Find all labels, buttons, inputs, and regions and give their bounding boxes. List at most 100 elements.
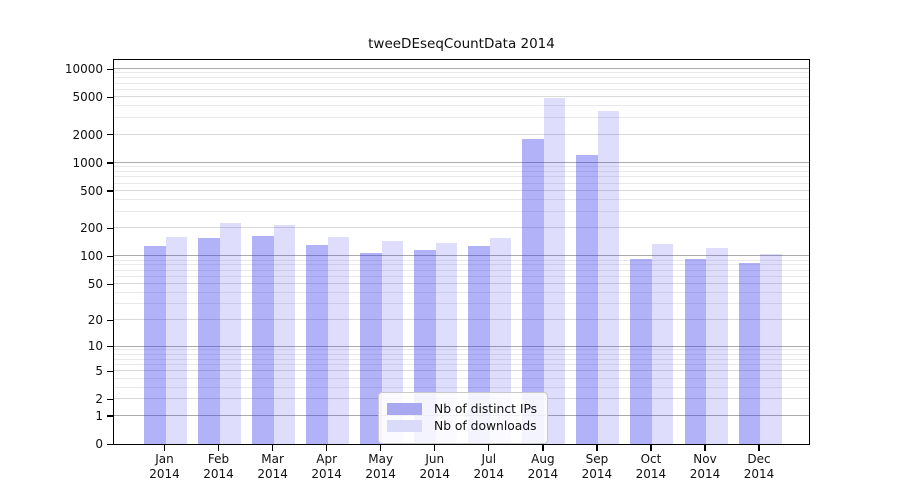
gridline-sub [114, 190, 809, 192]
legend-item-downloads: Nb of downloads [387, 419, 537, 433]
plot-area: Nb of distinct IPs Nb of downloads [113, 59, 810, 445]
gridline-sub [114, 227, 809, 229]
x-tick-year: 2014 [527, 467, 559, 481]
x-tick-year: 2014 [473, 467, 505, 481]
gridline-minor [114, 275, 809, 277]
bar-apr-s2 [327, 237, 350, 444]
y-tick-mark [107, 227, 113, 230]
x-tick-year: 2014 [149, 467, 180, 481]
x-tick-mark [217, 445, 220, 451]
x-tick-mark [325, 445, 328, 451]
x-tick-year: 2014 [419, 467, 451, 481]
legend: Nb of distinct IPs Nb of downloads [378, 392, 548, 444]
gridline-minor [114, 117, 809, 119]
gridline-minor [114, 72, 809, 74]
bar-jan-s2 [165, 237, 187, 444]
x-tick-year: 2014 [203, 467, 234, 481]
y-tick-mark [107, 370, 113, 373]
bar-dec-s2 [760, 254, 782, 444]
bar-apr-s1 [306, 244, 328, 444]
bar-nov-s1 [684, 258, 706, 444]
x-tick-year: 2014 [581, 467, 613, 481]
gridline-minor [114, 292, 809, 293]
gridline-minor [114, 303, 809, 305]
gridline-minor [114, 386, 809, 388]
x-tick-label: Jan 2014 [133, 452, 197, 482]
gridline-minor [114, 77, 809, 79]
gridline-sub [114, 319, 809, 321]
x-tick-year: 2014 [743, 467, 775, 481]
x-tick-label: Dec 2014 [727, 452, 791, 482]
legend-label-downloads: Nb of downloads [434, 419, 537, 433]
gridline-major [114, 345, 809, 347]
x-tick-mark [650, 445, 652, 451]
x-tick-year: 2014 [689, 467, 721, 481]
y-tick-mark [107, 68, 113, 70]
gridline-minor [114, 349, 809, 351]
y-tick-mark [107, 283, 113, 285]
y-tick-label: 1000 [72, 155, 103, 170]
gridline-minor [114, 166, 809, 168]
y-tick-mark [107, 255, 113, 258]
bar-oct-s1 [630, 258, 652, 444]
y-tick-label: 2 [95, 392, 103, 407]
x-tick-mark [163, 445, 166, 451]
y-tick-label: 20 [87, 313, 103, 328]
gridline-minor [114, 363, 809, 365]
x-tick-mark [704, 445, 706, 451]
bar-feb-s2 [219, 223, 242, 444]
x-tick-year: 2014 [365, 467, 396, 481]
bar-aug-s1 [522, 138, 544, 444]
x-tick-mark [596, 445, 598, 451]
x-tick-label: Oct 2014 [619, 452, 683, 482]
gridline-minor [114, 105, 809, 107]
bar-sep-s1 [576, 155, 598, 444]
y-tick-mark [107, 134, 113, 136]
y-tick-mark [107, 415, 113, 417]
gridline-minor [114, 269, 809, 271]
y-tick-label: 100 [80, 249, 103, 264]
y-tick-label: 10 [87, 339, 103, 354]
x-tick-label: Jul 2014 [457, 452, 521, 482]
gridline-minor [114, 199, 809, 201]
bar-feb-s1 [198, 238, 220, 444]
y-tick-mark [107, 319, 113, 322]
y-tick-label: 5000 [72, 90, 103, 105]
bar-jan-s1 [144, 245, 166, 444]
x-tick-label: May 2014 [349, 452, 413, 482]
gridline-sub [114, 133, 809, 135]
bar-mar-s1 [252, 235, 274, 444]
gridline-minor [114, 377, 809, 379]
bar-nov-s2 [706, 247, 728, 444]
y-tick-mark [107, 443, 113, 445]
y-tick-mark [107, 162, 113, 164]
y-tick-mark [107, 190, 113, 192]
gridline-minor [114, 82, 809, 84]
gridline-sub [114, 96, 809, 98]
y-tick-mark [107, 345, 113, 348]
gridline-sub [114, 370, 809, 372]
y-tick-label: 2000 [72, 127, 103, 142]
gridline-minor [114, 264, 809, 266]
x-tick-mark [434, 445, 436, 451]
bar-aug-s2 [543, 98, 566, 444]
x-tick-mark [380, 445, 382, 451]
x-tick-label: Jun 2014 [403, 452, 467, 482]
gridline-major [114, 68, 809, 70]
gridline-minor [114, 88, 809, 90]
x-tick-year: 2014 [257, 467, 288, 481]
gridline-minor [114, 358, 809, 360]
gridline-minor [114, 182, 809, 184]
bar-mar-s2 [273, 225, 296, 444]
y-tick-label: 5 [95, 364, 103, 379]
x-tick-label: Sep 2014 [565, 452, 629, 482]
gridline-minor [114, 176, 809, 178]
gridline-sub [114, 283, 809, 285]
x-tick-year: 2014 [311, 467, 342, 481]
x-tick-label: Mar 2014 [241, 452, 305, 482]
y-tick-label: 200 [80, 221, 103, 236]
x-tick-mark [758, 445, 760, 451]
bar-dec-s1 [738, 263, 761, 444]
y-tick-mark [107, 96, 113, 99]
